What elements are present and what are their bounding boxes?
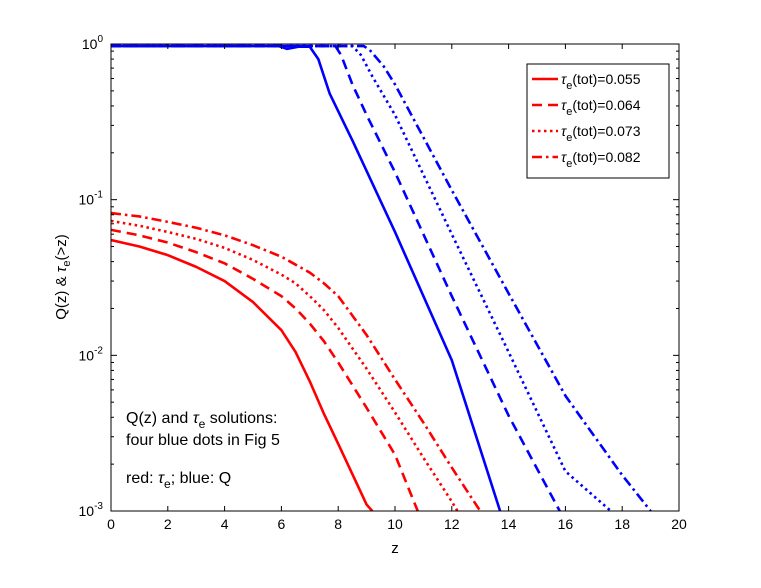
q-series-line-1 <box>111 44 502 511</box>
y-axis-label: Q(z) & τe(>z) <box>53 234 73 320</box>
annotation-line3: red: τe; blue: Q <box>126 470 231 491</box>
y-tick-label: 10-2 <box>79 345 104 363</box>
x-tick-label: 2 <box>164 516 172 532</box>
x-tick-label: 0 <box>107 516 115 532</box>
x-tick-label: 12 <box>444 516 460 532</box>
tau-series-line-3 <box>111 219 459 511</box>
x-tick-label: 20 <box>671 516 687 532</box>
y-axis-label-tail: (>z) <box>53 234 70 260</box>
legend-label-2: τe(tot)=0.064 <box>561 97 641 118</box>
x-tick-label: 8 <box>334 516 342 532</box>
legend-label-1: τe(tot)=0.055 <box>561 71 641 92</box>
annotation-line3-a: red: <box>126 470 158 487</box>
annotation-line1-a: Q(z) and <box>126 410 193 427</box>
series-layer <box>111 44 652 511</box>
x-tick-label: 18 <box>614 516 630 532</box>
legend-label-4: τe(tot)=0.082 <box>561 149 641 170</box>
x-tick-label: 6 <box>278 516 286 532</box>
annotation-line1-sub: e <box>199 417 206 431</box>
y-axis-label-sub: e <box>61 261 73 267</box>
svg-text:Q(z) & τe(>z): Q(z) & τe(>z) <box>53 234 73 320</box>
y-axis-label-main: Q(z) & <box>53 272 70 320</box>
y-tick-label: 10-1 <box>79 190 104 208</box>
y-tick-label: 10-3 <box>79 501 104 519</box>
annotation-line1: Q(z) and τe solutions: <box>126 410 277 431</box>
annotation: Q(z) and τe solutions: four blue dots in… <box>126 410 280 491</box>
x-axis-label: z <box>391 540 399 557</box>
legend-label-3: τe(tot)=0.073 <box>561 123 641 144</box>
legend-box <box>526 63 670 179</box>
x-tick-label: 4 <box>221 516 229 532</box>
annotation-line1-b: solutions: <box>205 410 277 427</box>
tau-series-line-4 <box>111 211 482 511</box>
tau-series-line-2 <box>111 228 419 511</box>
q-series-line-4 <box>111 44 652 511</box>
annotation-line2: four blue dots in Fig 5 <box>126 432 280 449</box>
legend: τe(tot)=0.055 τe(tot)=0.064 τe(tot)=0.073 τ… <box>526 63 670 179</box>
y-tick-label: 100 <box>82 34 104 52</box>
x-tick-label: 10 <box>387 516 403 532</box>
annotation-line3-b: ; blue: Q <box>171 470 231 487</box>
x-tick-label: 14 <box>501 516 517 532</box>
y-axis-label-tau: τ <box>53 265 70 272</box>
q-series-line-2 <box>111 44 561 511</box>
annotation-line3-tau: τ <box>158 470 165 487</box>
tau-series-line-1 <box>111 238 374 511</box>
annotation-line3-sub: e <box>164 477 171 491</box>
tick-layer: 0 2 4 6 8 10 12 14 16 18 20 10-3 10-2 10-1 100 <box>79 34 687 532</box>
annotation-line1-tau: τ <box>193 410 200 427</box>
x-tick-label: 16 <box>558 516 574 532</box>
q-series-line-3 <box>111 44 612 511</box>
